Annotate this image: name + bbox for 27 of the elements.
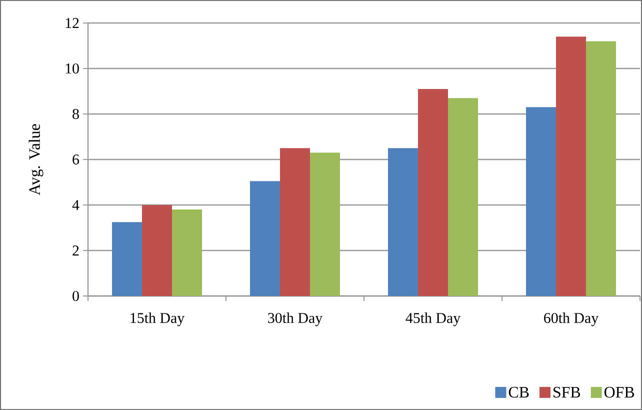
bar — [418, 88, 448, 296]
x-tick-label: 15th Day — [130, 312, 185, 326]
y-tick-label: 12 — [66, 18, 79, 28]
bar — [388, 148, 418, 296]
y-tick-label: 0 — [72, 290, 79, 302]
bar — [556, 36, 586, 296]
bar — [310, 152, 340, 296]
legend-label: OFB — [604, 386, 634, 398]
bar — [172, 210, 202, 296]
bar — [586, 41, 616, 296]
bar — [142, 205, 172, 296]
y-tick-label: 8 — [72, 108, 79, 120]
bar — [250, 181, 280, 296]
bar — [280, 148, 310, 296]
bar — [112, 222, 142, 296]
y-tick-label: 6 — [72, 154, 80, 165]
x-tick-label: 60th Day — [544, 312, 599, 326]
legend-label: CB — [508, 386, 529, 398]
legend-label: SFB — [554, 386, 580, 398]
x-tick-label: 45th Day — [406, 312, 461, 326]
y-axis-title: Avg. Value — [28, 124, 44, 196]
bar — [526, 107, 556, 296]
bar — [448, 98, 478, 296]
y-tick-label: 2 — [72, 246, 79, 256]
y-tick-label: 10 — [66, 63, 79, 74]
x-tick-label: 30th Day — [268, 312, 323, 326]
y-tick-label: 4 — [72, 200, 80, 210]
